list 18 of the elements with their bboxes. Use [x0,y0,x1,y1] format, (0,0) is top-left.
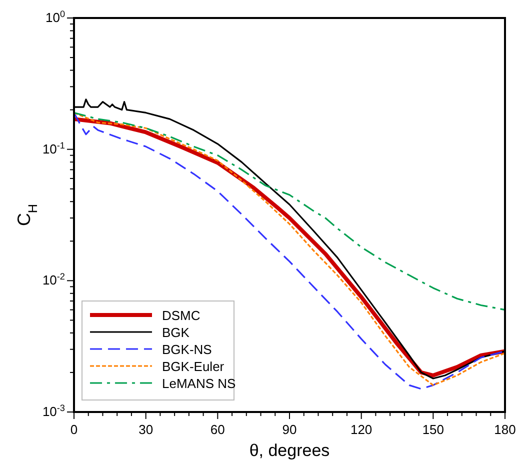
x-tick-label: 180 [494,422,516,437]
x-tick-label: 120 [350,422,372,437]
x-tick-label: 0 [70,422,78,437]
y-tick-label: 10$^{0}$ [45,9,65,25]
y-tick-label: 10$^{-3}$ [42,403,65,419]
x-tick-label: 30 [138,422,154,437]
legend-label: BGK [162,325,190,340]
legend-label: BGK-NS [162,342,212,357]
x-tick-label: 90 [282,422,297,437]
x-axis-title: θ, degrees [249,441,330,460]
y-tick-label: 10$^{-1}$ [42,140,65,156]
line-series [73,112,506,311]
legend-label: DSMC [162,308,200,323]
y-tick-label: 10$^{-2}$ [42,272,65,288]
legend-label: BGK-Euler [162,359,225,374]
legend-label: LeMANS NS [162,376,236,391]
x-tick-label: 150 [422,422,444,437]
x-tick-label: 60 [210,422,225,437]
